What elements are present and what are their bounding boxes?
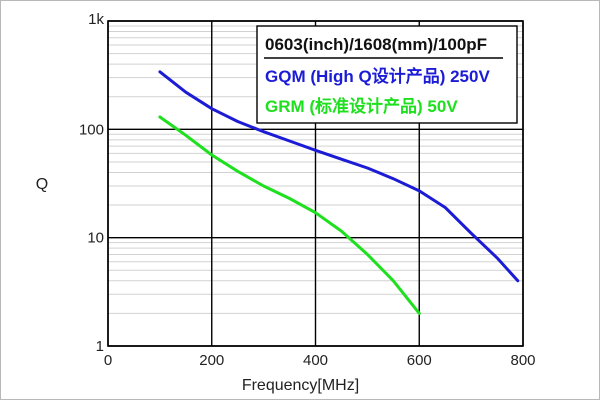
y-tick-label: 10 — [87, 230, 104, 247]
y-axis-label: Q — [36, 176, 48, 193]
x-tick-label: 0 — [104, 352, 112, 369]
y-tick-label: 100 — [79, 121, 104, 138]
y-tick-label: 1 — [96, 338, 104, 355]
legend-title: 0603(inch)/1608(mm)/100pF — [265, 35, 487, 54]
x-tick-label: 800 — [510, 352, 535, 369]
x-tick-label: 600 — [407, 352, 432, 369]
x-tick-label: 400 — [303, 352, 328, 369]
y-tick-label: 1k — [88, 11, 104, 28]
series-line-grm — [158, 115, 421, 315]
legend-entry-grm: GRM (标准设计产品) 50V — [265, 96, 458, 116]
legend-box — [256, 25, 518, 124]
legend-entry-gqm: GQM (High Q设计产品) 250V — [265, 66, 490, 86]
x-tick-label: 200 — [199, 352, 224, 369]
series-line-gqm — [158, 70, 520, 283]
x-axis-label: Frequency[MHz] — [242, 377, 359, 394]
plot-border — [107, 20, 524, 347]
